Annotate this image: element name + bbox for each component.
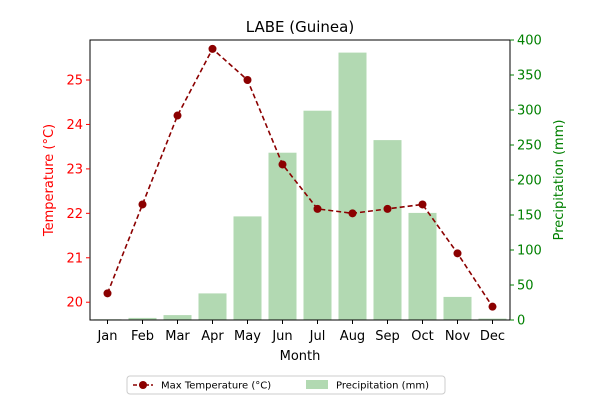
right-y-tick-label: 350 xyxy=(517,69,542,84)
temperature-point-sep xyxy=(383,204,392,213)
x-tick-label-sep: Sep xyxy=(375,329,400,344)
temperature-point-apr xyxy=(208,44,217,53)
temperature-point-dec xyxy=(488,302,497,311)
temperature-point-aug xyxy=(348,209,357,218)
temperature-point-may xyxy=(243,76,252,84)
right-y-tick-label: 150 xyxy=(517,209,542,224)
x-tick-label-oct: Oct xyxy=(411,329,433,344)
temperature-point-jan xyxy=(103,289,112,298)
x-tick-label-aug: Aug xyxy=(340,329,365,344)
precipitation-bar-aug xyxy=(338,52,367,320)
precipitation-bar-jun xyxy=(268,152,297,320)
temperature-point-jun xyxy=(278,160,287,169)
temperature-point-feb xyxy=(138,200,147,209)
right-y-tick-label: 250 xyxy=(517,139,542,154)
precipitation-bar-nov xyxy=(443,296,472,320)
precipitation-bar-feb xyxy=(128,317,157,320)
precipitation-bar-sep xyxy=(373,140,402,320)
precipitation-bar-oct xyxy=(408,212,437,320)
right-y-tick-label: 200 xyxy=(517,174,542,189)
line-layer xyxy=(103,44,497,311)
temperature-point-mar xyxy=(173,111,182,120)
left-y-tick-label: 20 xyxy=(66,296,83,311)
x-tick-label-nov: Nov xyxy=(445,329,471,344)
right-axis-title: Precipitation (mm) xyxy=(552,120,567,241)
x-tick-label-jan: Jan xyxy=(96,329,117,344)
right-y-tick-label: 300 xyxy=(517,104,542,119)
x-tick-label-may: May xyxy=(234,329,261,344)
legend-temperature-marker xyxy=(139,381,147,389)
temperature-line xyxy=(106,47,494,308)
x-tick-label-apr: Apr xyxy=(201,329,224,344)
left-y-tick-label: 21 xyxy=(66,251,83,266)
legend: Max Temperature (°C) Precipitation (mm) xyxy=(126,375,446,395)
bars-layer xyxy=(93,52,507,320)
right-y-tick-label: 0 xyxy=(517,314,525,329)
chart-title: LABE (Guinea) xyxy=(246,18,354,36)
left-y-tick-label: 24 xyxy=(66,118,83,133)
precipitation-bar-may xyxy=(233,216,262,320)
left-y-tick-label: 23 xyxy=(66,162,83,177)
right-y-tick-label: 100 xyxy=(517,244,542,259)
precipitation-bar-jul xyxy=(303,110,332,320)
temperature-point-oct xyxy=(418,200,427,209)
legend-temperature-label: Max Temperature (°C) xyxy=(161,381,271,392)
right-y-tick-label: 400 xyxy=(517,34,542,49)
legend-precipitation-label: Precipitation (mm) xyxy=(336,381,429,392)
x-tick-label-jun: Jun xyxy=(271,329,292,344)
x-axis-title: Month xyxy=(280,349,321,364)
left-y-tick-label: 22 xyxy=(66,207,83,222)
temperature-point-nov xyxy=(453,249,462,258)
precipitation-bar-mar xyxy=(163,315,192,320)
legend-precipitation-swatch xyxy=(306,380,328,389)
precipitation-bar-apr xyxy=(198,293,227,320)
x-tick-label-dec: Dec xyxy=(480,329,505,344)
plot-frame xyxy=(89,39,511,321)
legend-box xyxy=(126,375,446,395)
left-axis-title: Temperature (°C) xyxy=(42,124,57,237)
x-tick-label-jul: Jul xyxy=(309,329,326,344)
x-tick-label-feb: Feb xyxy=(131,329,154,344)
precipitation-bar-dec xyxy=(478,318,507,320)
right-y-tick-label: 50 xyxy=(517,279,534,294)
x-tick-label-mar: Mar xyxy=(165,329,190,344)
temperature-point-jul xyxy=(313,204,322,213)
axes-layer: Jan Feb Mar Apr May Jun Jul Aug Sep Oct Nov Dec 20 21… xyxy=(66,34,541,345)
left-y-tick-label: 25 xyxy=(66,74,83,89)
